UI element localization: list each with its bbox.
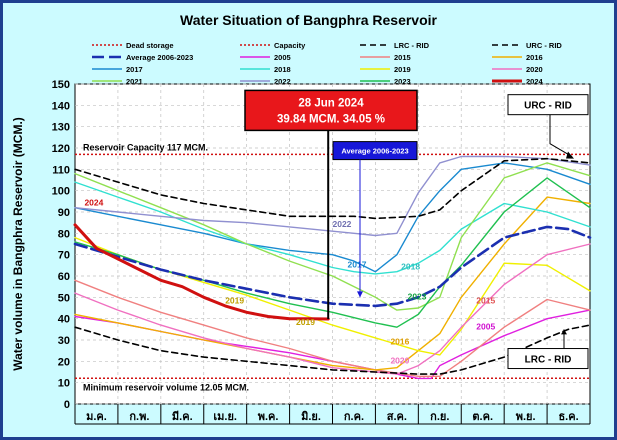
series-line-2015: [74, 279, 591, 377]
y-axis-title: Water volume in Bangphra Reservoir (MCM.…: [11, 117, 25, 371]
x-tick-label: ต.ค.: [472, 411, 493, 423]
series-line-2021: [74, 162, 591, 311]
year-label-2005: 2005: [476, 321, 495, 331]
year-label-2022: 2022: [333, 219, 352, 229]
legend-label: 2017: [126, 65, 143, 74]
legend-label: Dead storage: [126, 41, 174, 50]
year-label-2019: 2019: [225, 296, 244, 306]
y-tick-label: 30: [58, 335, 70, 347]
y-tick-label: 80: [58, 228, 70, 240]
y-tick-label: 120: [52, 143, 70, 155]
legend-label: 2018: [274, 65, 291, 74]
legend-label: 2023: [394, 77, 411, 86]
series-line-average-2006-2023: [73, 225, 592, 308]
series-line-lrc-rid: [74, 324, 591, 375]
callout-date: 28 Jun 2024: [298, 97, 364, 109]
x-tick-label: ธ.ค.: [558, 411, 578, 423]
x-tick-label: พ.ค.: [258, 411, 279, 423]
year-label-2018: 2018: [401, 262, 420, 272]
dead-storage-label: Minimum reservoir volume 12.05 MCM.: [83, 382, 249, 392]
y-tick-label: 140: [52, 100, 70, 112]
legend-label: 2022: [274, 77, 291, 86]
year-label-2019: 2019: [296, 317, 315, 327]
y-tick-label: 40: [58, 314, 70, 326]
urc-arrow: [549, 114, 573, 157]
legend-label: 2019: [394, 65, 411, 74]
callout-value: 39.84 MCM. 34.05 %: [277, 113, 385, 125]
x-tick-label: ก.ค.: [344, 411, 364, 423]
year-label-2020: 2020: [390, 355, 409, 365]
y-tick-label: 70: [58, 250, 70, 262]
year-label-2015: 2015: [476, 296, 495, 306]
year-label-2017: 2017: [348, 259, 367, 269]
x-tick-label: พ.ย.: [516, 411, 536, 423]
y-tick-label: 0: [64, 399, 70, 411]
legend-label: 2016: [526, 53, 543, 62]
average-callout-box: [332, 141, 418, 161]
x-tick-label: เม.ย.: [213, 411, 237, 423]
legend-label: 2015: [394, 53, 411, 62]
y-tick-label: 10: [58, 378, 70, 390]
average-arrowhead: [357, 291, 363, 298]
lrc-box: [507, 348, 589, 370]
y-tick-label: 60: [58, 271, 70, 283]
year-label-2016: 2016: [390, 336, 409, 346]
legend-label: 2020: [526, 65, 543, 74]
y-tick-label: 90: [58, 207, 70, 219]
x-tick-label: มี.ค.: [172, 410, 193, 423]
x-tick-label: ก.ย.: [430, 411, 449, 423]
average-callout-label: Average 2006-2023: [341, 147, 408, 156]
date-callout-box: [244, 89, 418, 132]
y-tick-label: 20: [58, 356, 70, 368]
year-label-2024: 2024: [84, 198, 103, 208]
y-tick-label: 130: [52, 122, 70, 134]
chart-title: Water Situation of Bangphra Reservoir: [180, 12, 437, 28]
series-line-2016: [74, 196, 591, 371]
y-tick-label: 100: [52, 186, 70, 198]
legend-label: URC - RID: [526, 41, 562, 50]
year-label-2023: 2023: [408, 291, 427, 301]
urc-box-label: URC - RID: [524, 101, 572, 112]
y-tick-label: 50: [58, 292, 70, 304]
series-line-urc-rid: [74, 157, 591, 220]
series-line-2024: [73, 223, 330, 321]
y-tick-label: 150: [52, 79, 70, 91]
x-tick-label: ก.พ.: [129, 411, 149, 423]
legend-label: 2021: [126, 77, 143, 86]
capacity-label: Reservoir Capacity 117 MCM.: [83, 142, 208, 152]
lrc-box-label: LRC - RID: [525, 355, 572, 366]
x-tick-label: ม.ค.: [86, 411, 107, 423]
legend-label: LRC - RID: [394, 41, 430, 50]
legend-label: 2005: [274, 53, 291, 62]
y-tick-label: 110: [52, 164, 70, 176]
x-tick-label: ส.ค.: [387, 411, 407, 423]
lrc-arrowhead: [561, 329, 567, 335]
series-line-2017: [74, 162, 591, 273]
urc-box: [507, 94, 589, 116]
legend-label: Capacity: [274, 41, 306, 50]
legend-label: Average 2006-2023: [126, 53, 193, 62]
legend-label: 2024: [526, 77, 544, 86]
series-line-2022: [74, 155, 591, 237]
series-line-2018: [74, 181, 591, 275]
x-tick-label: มิ.ย.: [301, 410, 321, 423]
urc-arrowhead: [566, 151, 574, 159]
